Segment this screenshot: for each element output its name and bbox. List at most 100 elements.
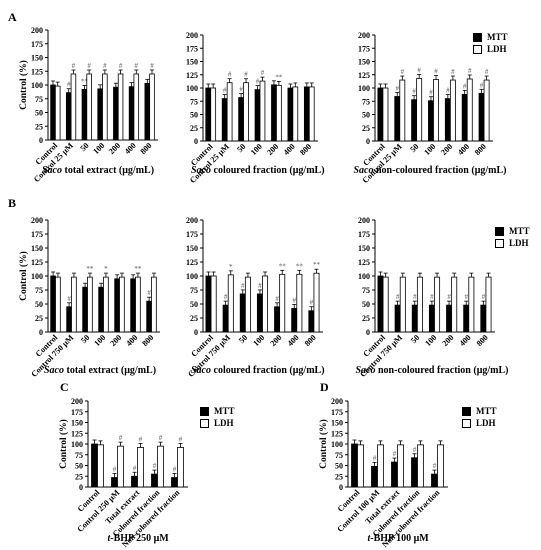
- legend-label: LDH: [476, 418, 496, 428]
- bar-ldh: [133, 73, 140, 141]
- bar-mtt: [308, 310, 315, 333]
- y-tick-label: 25: [35, 122, 43, 131]
- significance-mark: #: [67, 81, 71, 89]
- significance-mark: #: [159, 434, 163, 442]
- significance-mark: #: [241, 282, 245, 290]
- significance-mark: **: [296, 262, 304, 270]
- x-tick-label: 400: [456, 142, 471, 157]
- legend-label: LDH: [214, 418, 234, 428]
- bar-mtt: [81, 89, 88, 141]
- bar-mtt: [461, 93, 468, 142]
- significance-mark: #: [173, 466, 177, 474]
- chart-title-rest: coloured fraction (μg/mL): [211, 165, 325, 176]
- significance-mark: #: [292, 296, 296, 304]
- chart-title: Saco total extract (μg/mL): [44, 365, 156, 376]
- x-tick-label: 50: [79, 333, 91, 345]
- y-tick-label: 200: [71, 397, 83, 406]
- bar-mtt: [428, 304, 435, 333]
- y-tick-label: 125: [31, 67, 43, 76]
- x-tick-label: 800: [139, 141, 154, 156]
- significance-mark: #: [224, 293, 228, 301]
- bar-ldh: [416, 78, 423, 142]
- y-tick-label: 0: [339, 483, 343, 492]
- bar-mtt: [98, 286, 104, 333]
- chart-title: t-BHP 250 μM: [108, 533, 169, 544]
- significance-mark: #: [413, 446, 417, 454]
- bar-ldh: [54, 85, 61, 141]
- chart-title-rest: -BHP 250 μM: [110, 533, 169, 544]
- y-tick-label: 50: [335, 462, 343, 471]
- significance-mark: **: [279, 262, 287, 270]
- chart-title: Saco coloured fraction (μg/mL): [191, 365, 325, 376]
- significance-mark: #: [451, 68, 455, 76]
- bar-ldh: [103, 276, 109, 333]
- bar-ldh: [416, 276, 423, 333]
- bar-mtt: [411, 457, 418, 488]
- bar-mtt: [254, 89, 261, 142]
- y-tick-label: 200: [186, 216, 198, 225]
- bar-ldh: [433, 79, 439, 142]
- y-tick-label: 25: [35, 314, 43, 323]
- chart-title-rest: non-coloured fraction (μg/mL): [373, 165, 507, 176]
- y-tick-label: 75: [35, 286, 43, 295]
- x-tick-label: 200: [107, 141, 122, 156]
- bar-ldh: [397, 444, 404, 488]
- y-tick-label: 125: [31, 258, 43, 267]
- bar-ldh: [102, 73, 108, 141]
- significance-mark: #: [223, 87, 227, 95]
- bar-mtt: [446, 304, 453, 333]
- mtt-swatch: [495, 226, 504, 236]
- significance-mark: #: [179, 435, 183, 443]
- significance-mark: #: [72, 62, 76, 70]
- bar-mtt: [478, 92, 485, 142]
- ldh-swatch: [473, 44, 482, 54]
- bar-ldh: [210, 87, 217, 142]
- y-tick-label: 25: [362, 314, 370, 323]
- significance-mark: **: [313, 261, 321, 269]
- chart-title-rest: total extract (μg/mL): [62, 165, 155, 176]
- bar-mtt: [205, 275, 212, 333]
- y-tick-label: 75: [190, 97, 198, 106]
- significance-mark: #: [464, 293, 468, 301]
- x-tick-label: 200: [108, 333, 123, 348]
- y-tick-label: 125: [186, 258, 198, 267]
- x-tick-label: 800: [140, 333, 155, 348]
- bar-ldh: [226, 82, 233, 142]
- legend-b: MTT LDH: [495, 225, 530, 249]
- y-axis-label: Control (%): [18, 251, 29, 301]
- chart-title-italic: Saco: [191, 365, 211, 376]
- x-tick-label: 400: [282, 142, 297, 157]
- y-tick-label: 25: [190, 124, 198, 133]
- significance-mark: #: [256, 78, 260, 86]
- legend-item-ldh: LDH: [495, 237, 530, 249]
- bar-mtt: [351, 443, 358, 488]
- legend-item-mtt: MTT: [200, 405, 235, 417]
- x-tick-label: 50: [79, 141, 91, 153]
- y-tick-label: 150: [358, 244, 370, 253]
- legend-label: LDH: [509, 238, 529, 248]
- bar-mtt: [114, 278, 120, 333]
- y-axis-label: Control (%): [58, 419, 69, 469]
- chart-title-italic: Saco: [44, 365, 64, 376]
- x-tick-label: 400: [458, 333, 473, 348]
- bar-ldh: [117, 73, 124, 141]
- chart-title-italic: Saco: [42, 165, 62, 176]
- bar-mtt: [394, 304, 401, 333]
- bar-mtt: [303, 86, 310, 142]
- bar-mtt: [111, 477, 118, 488]
- y-tick-label: 0: [194, 328, 198, 337]
- x-tick-label: 100: [91, 141, 106, 156]
- x-tick-label: 800: [473, 142, 488, 157]
- y-tick-label: 0: [79, 483, 83, 492]
- bar-ldh: [377, 444, 384, 488]
- significance-mark: *: [104, 265, 108, 273]
- bar-mtt: [391, 461, 398, 488]
- bar-ldh: [399, 79, 406, 142]
- significance-mark: #: [373, 454, 377, 462]
- bar-ldh: [119, 276, 125, 333]
